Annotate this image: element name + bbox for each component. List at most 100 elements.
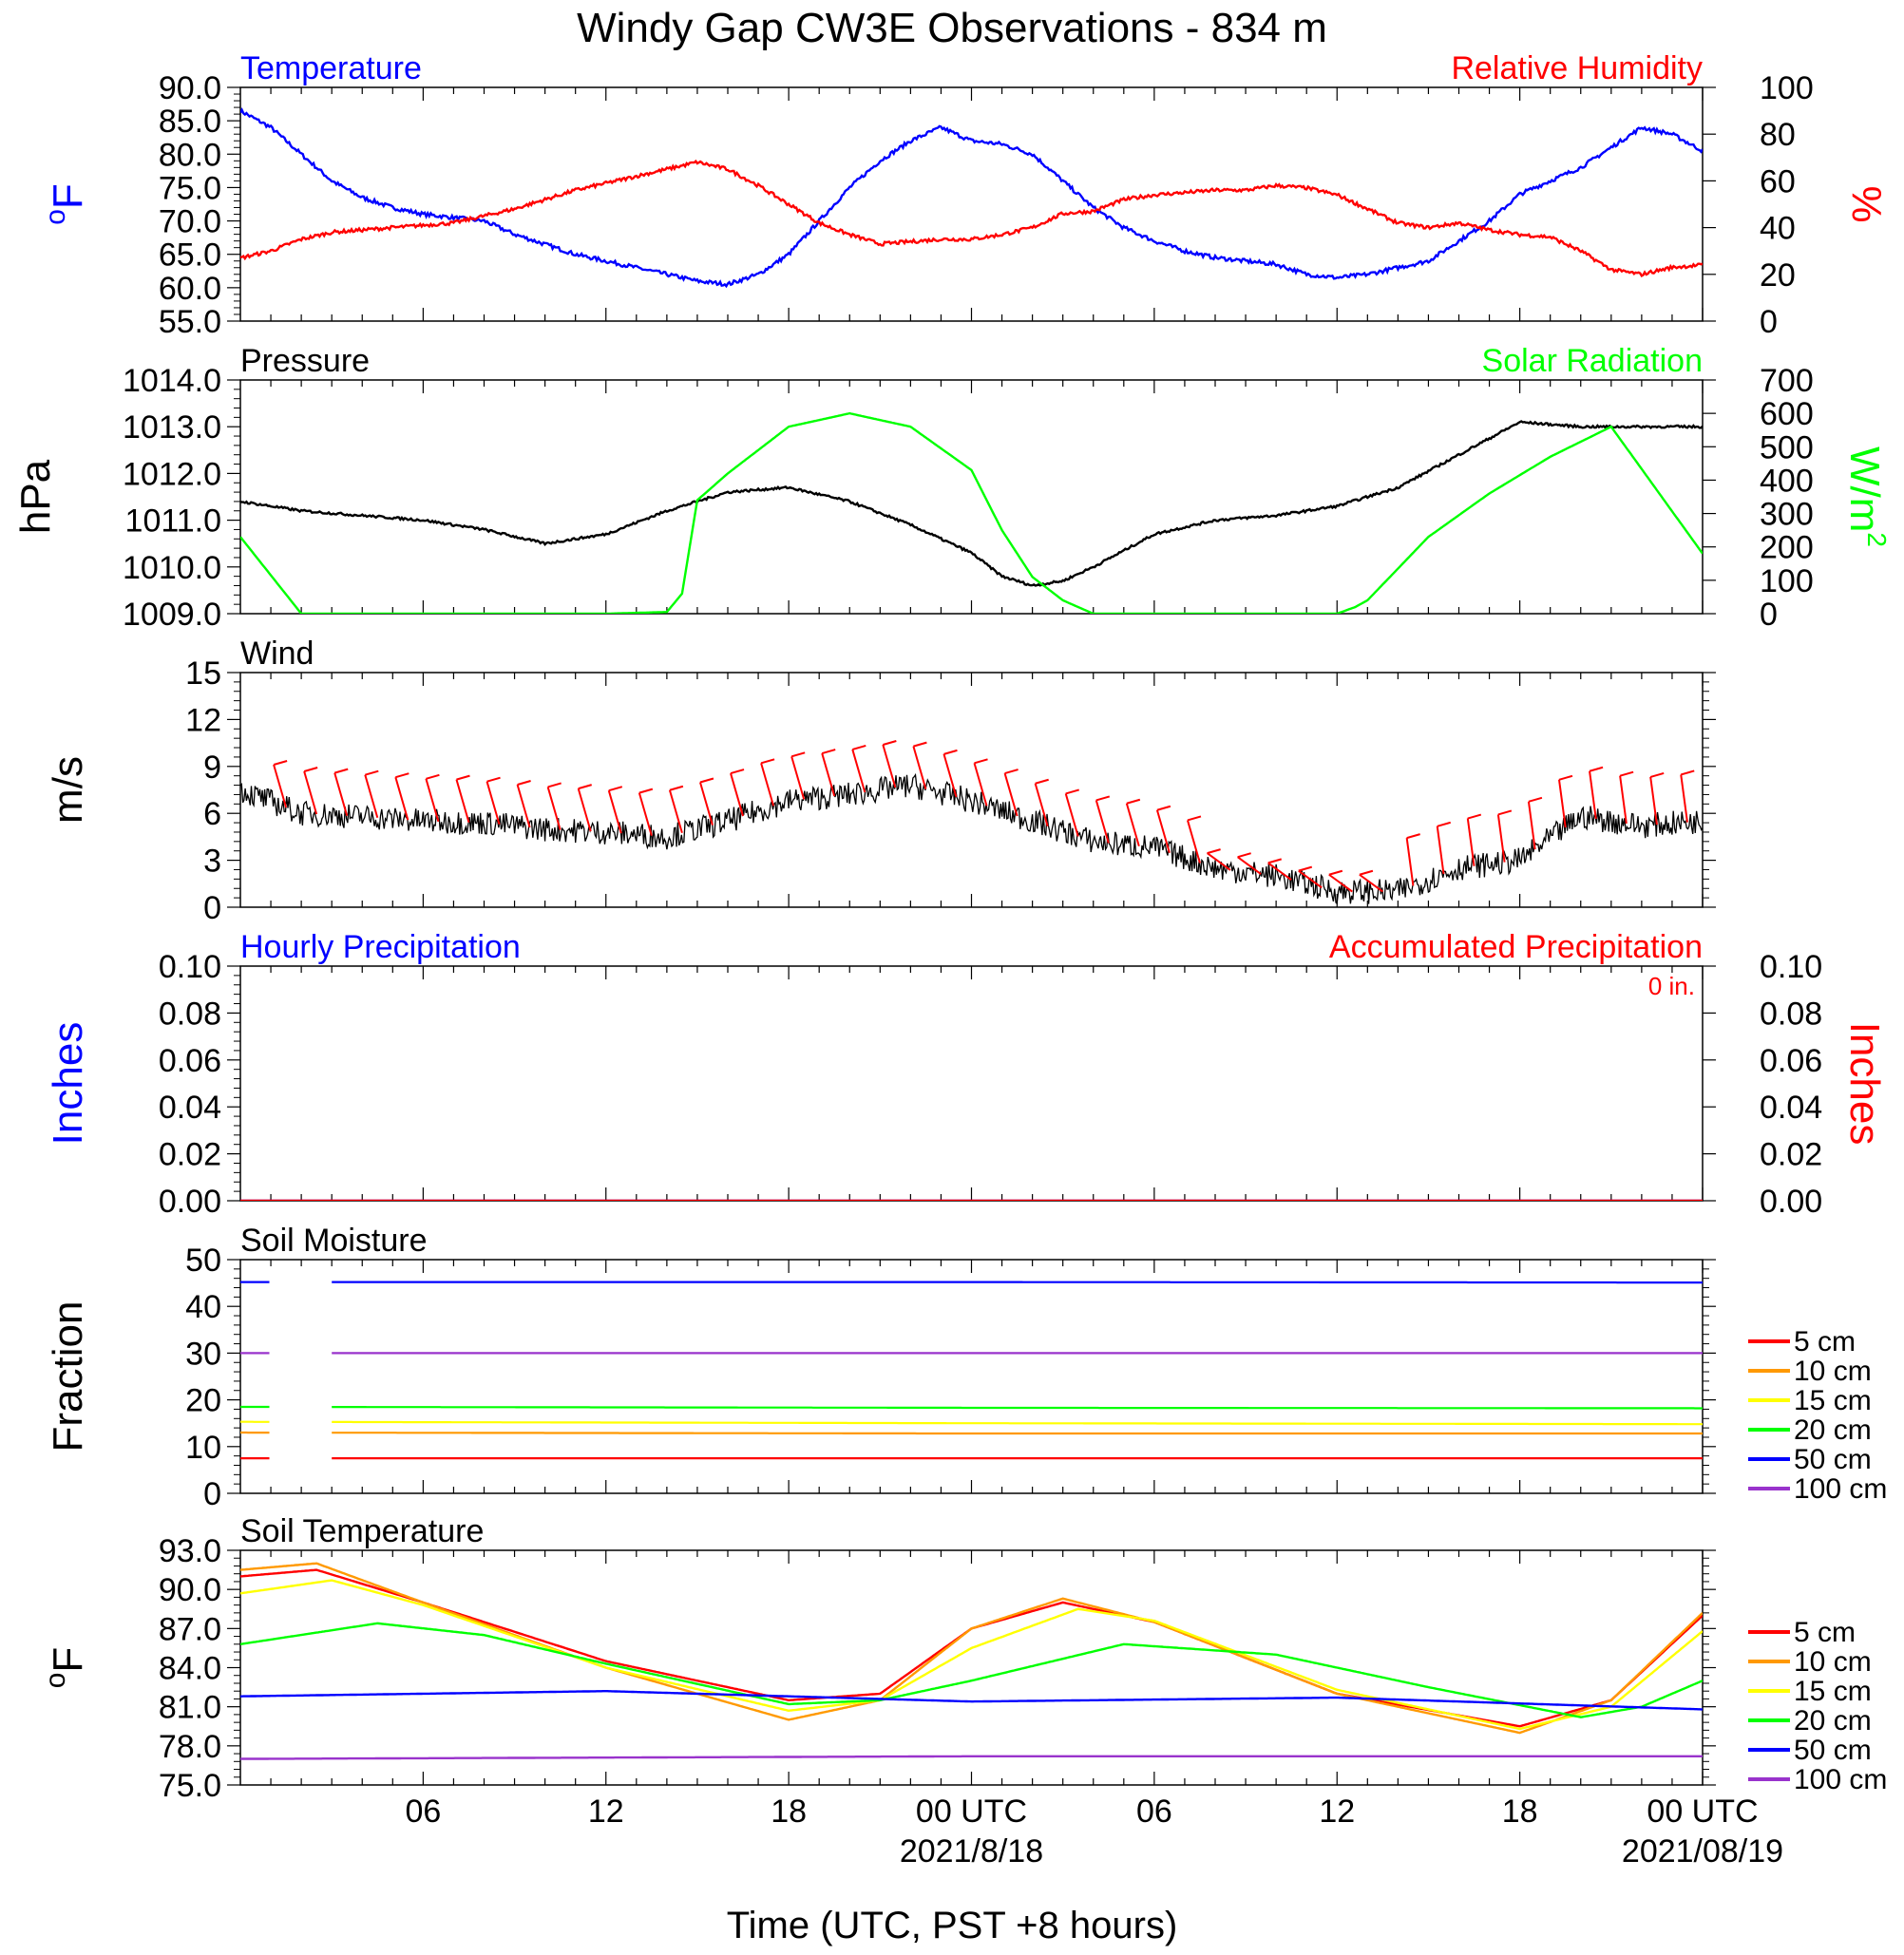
y-tick-label: 60.0 [159, 271, 221, 307]
y-tick-label: 90.0 [159, 70, 221, 106]
wind-barb [912, 746, 927, 789]
wind-barb [546, 787, 562, 830]
y-axis-label: m/s [45, 756, 91, 824]
y-right-tick-label: 100 [1760, 563, 1814, 599]
y-tick-label: 0 [203, 1476, 221, 1512]
series-line-1 [240, 159, 1703, 278]
wind-barb-flag [1187, 815, 1202, 822]
legend-label: 50 cm [1794, 1444, 1872, 1475]
y-tick-label: 78.0 [159, 1729, 221, 1765]
y-tick-label: 1011.0 [125, 503, 221, 540]
wind-barb-flag [547, 782, 562, 788]
panel-left-title: Pressure [240, 343, 370, 379]
wind-barb-flag [730, 769, 745, 775]
y-tick-label: 93.0 [159, 1533, 221, 1569]
y-tick-label: 1012.0 [123, 456, 221, 492]
series-line-2 [240, 1579, 1703, 1731]
unit-sup: 2 [1862, 532, 1892, 547]
y-tick-label: 55.0 [159, 304, 221, 340]
wind-barb-flag [1467, 813, 1482, 820]
wind-barb [333, 772, 349, 816]
y-right-tick-label: 80 [1760, 117, 1796, 153]
y-tick-label: 3 [203, 844, 221, 880]
degree-o: o [40, 209, 71, 225]
panel-left-title: Hourly Precipitation [240, 929, 521, 965]
unit-f: F [45, 1647, 91, 1673]
y-tick-label: 6 [203, 796, 221, 832]
y-tick-label: 1010.0 [123, 550, 221, 586]
y-right-tick-label: 0.02 [1760, 1137, 1822, 1173]
wind-barb-flag [1207, 848, 1221, 855]
x-tick-label: 12 [588, 1794, 624, 1830]
y-tick-label: 1013.0 [123, 409, 221, 446]
series-line-5 [240, 1755, 1703, 1760]
series-group [240, 106, 1703, 289]
legend-label: 50 cm [1794, 1735, 1872, 1766]
y-right-tick-label: 300 [1760, 497, 1814, 533]
y-tick-label: 0.00 [159, 1184, 221, 1220]
wind-barb [303, 770, 318, 815]
wind-barb-flag [638, 788, 654, 794]
y-tick-label: 84.0 [159, 1651, 221, 1687]
wind-barb [1466, 818, 1476, 866]
series-line-50cm [332, 1281, 1703, 1284]
wind-barb [699, 782, 714, 826]
legend-label: 15 cm [1794, 1676, 1872, 1707]
y-axis-label: Fraction [45, 1301, 91, 1452]
wind-barb [1064, 793, 1079, 837]
panel-0: 55.060.065.070.075.080.085.090.0 0 20 40 60 8… [40, 50, 1890, 340]
wind-barb-flag [365, 769, 379, 776]
precip-total-annotation: 0 in. [1648, 972, 1695, 1000]
y-right-axis-label: Inches [1841, 1022, 1888, 1146]
wind-barb-flag [1237, 852, 1251, 859]
wind-barb [1187, 820, 1201, 864]
panels-group: 55.060.065.070.075.080.085.090.002040608… [12, 50, 1892, 1804]
y-right-tick-label: 0.10 [1760, 949, 1822, 985]
x-tick-label: 00 UTC [1647, 1794, 1758, 1830]
wind-barb [1436, 826, 1445, 875]
y-tick-label: 0.08 [159, 996, 221, 1032]
wind-barb [1589, 770, 1597, 820]
wind-barb-flag [974, 758, 988, 765]
x-axis-label: Time (UTC, PST +8 hours) [727, 1905, 1178, 1946]
wind-barb-flag [883, 740, 897, 746]
wind-barb [1359, 873, 1383, 893]
date-label: 2021/8/18 [900, 1833, 1043, 1870]
wind-barb [1207, 852, 1231, 871]
legend-label: 5 cm [1794, 1326, 1856, 1357]
y-tick-label: 0.02 [159, 1137, 221, 1173]
series-group [240, 411, 1703, 614]
y-tick-label: 40 [185, 1289, 221, 1325]
y-tick-label: 9 [203, 750, 221, 786]
wind-barb [1649, 776, 1658, 826]
y-tick-label: 10 [185, 1430, 221, 1466]
wind-barb-flag [1680, 769, 1695, 776]
legend-label: 100 cm [1794, 1764, 1887, 1795]
wind-barb-flag [517, 780, 531, 786]
x-tick-label: 18 [771, 1794, 807, 1830]
wind-barb [1619, 775, 1628, 825]
x-tick-label: 12 [1319, 1794, 1355, 1830]
wind-barb-flag [852, 744, 866, 750]
wind-barb [1405, 837, 1415, 886]
panel-frame [239, 1549, 1704, 1786]
panel-3: 0.00 0.02 0.04 0.06 0.08 0.10 0.00 0.02 0.04 0.06… [45, 929, 1888, 1220]
wind-barb-flag [273, 760, 288, 766]
y-right-tick-label: 400 [1760, 463, 1814, 499]
wind-barb [607, 789, 622, 834]
y-tick-label: 85.0 [159, 104, 221, 140]
wind-barb [455, 779, 470, 823]
y-right-tick-label: 0.08 [1760, 996, 1822, 1032]
wind-barb-flag [699, 777, 714, 784]
series-line-0 [240, 772, 1703, 905]
y-tick-label: 50 [185, 1243, 221, 1279]
y-right-axis-label: W/m2 [1841, 446, 1892, 547]
series-line-3 [240, 1622, 1703, 1718]
wind-barb [1155, 809, 1171, 854]
wind-barb [1003, 772, 1019, 817]
y-right-tick-label: 0 [1760, 597, 1778, 633]
wind-barb-flag [1649, 771, 1665, 778]
panel-right-title: Solar Radiation [1482, 343, 1703, 379]
wind-barb-flag [1437, 821, 1452, 827]
y-right-tick-label: 0.00 [1760, 1184, 1822, 1220]
